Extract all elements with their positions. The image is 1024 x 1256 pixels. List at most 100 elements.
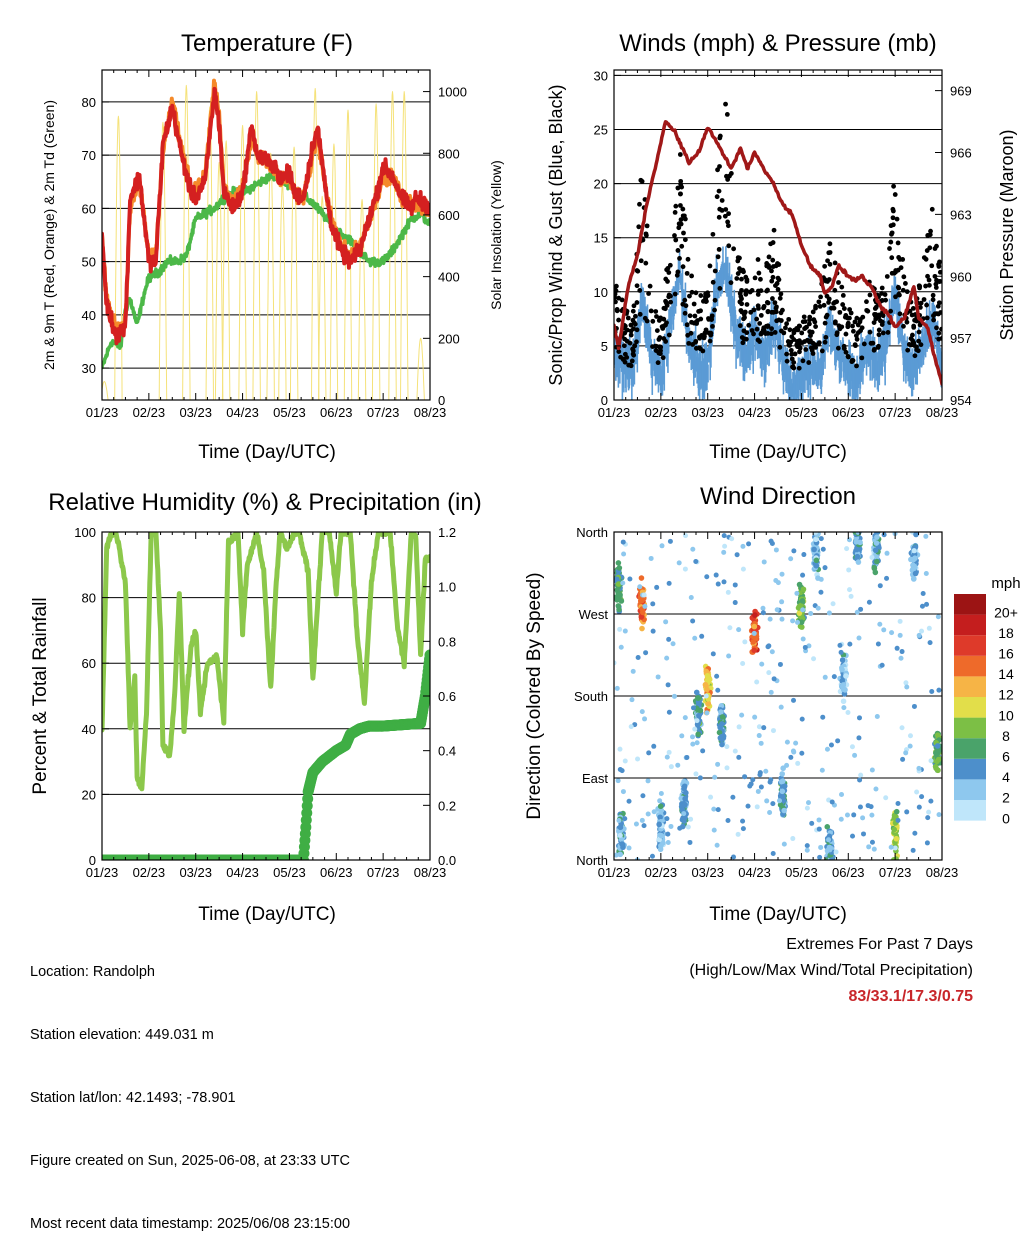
gust-point (896, 255, 902, 260)
gust-point (890, 206, 896, 212)
gust-point (924, 315, 930, 321)
direction-point (665, 839, 671, 845)
solar-insolation-line (311, 88, 320, 400)
direction-point (627, 576, 633, 582)
direction-point (715, 687, 721, 693)
gust-point (757, 339, 763, 345)
gust-point (668, 299, 674, 305)
direction-point (682, 795, 688, 802)
y-right-tick-label: 0.8 (438, 634, 456, 649)
direction-point (779, 616, 785, 622)
gust-point (689, 273, 695, 279)
x-tick-label: 01/23 (598, 405, 631, 420)
gust-point (787, 327, 793, 333)
y-right-tick-label: 400 (438, 270, 460, 285)
direction-point (651, 743, 657, 749)
direction-point (916, 804, 922, 810)
direction-point (697, 775, 703, 781)
x-tick-label: 04/23 (738, 405, 771, 420)
direction-point (691, 705, 697, 711)
direction-point (679, 733, 685, 739)
direction-point (928, 798, 934, 804)
gust-point (898, 265, 904, 271)
gust-point (791, 360, 797, 365)
direction-point (708, 794, 714, 800)
gust-point (637, 311, 643, 317)
direction-point (614, 852, 619, 858)
y-right-tick-label: 1.2 (438, 525, 456, 540)
direction-point (639, 709, 645, 715)
gust-point (734, 276, 740, 281)
gust-point (832, 320, 838, 326)
x-tick-label: 03/23 (691, 865, 724, 880)
gust-point (772, 300, 778, 306)
direction-point (874, 558, 880, 565)
gust-point (812, 319, 818, 325)
direction-point (695, 695, 701, 702)
gust-point (658, 344, 664, 350)
direction-point (759, 661, 765, 667)
gust-point (684, 322, 690, 328)
direction-point (633, 821, 639, 827)
y-right-tick-label: 954 (950, 393, 972, 408)
gust-point (628, 332, 634, 338)
gust-point (850, 358, 856, 363)
gust-point (932, 273, 938, 279)
direction-point (616, 818, 622, 824)
direction-point (818, 844, 824, 850)
gust-point (858, 328, 863, 334)
direction-point (911, 703, 917, 709)
gust-point (678, 203, 683, 208)
direction-point (838, 649, 844, 655)
direction-point (626, 798, 632, 804)
gust-point (879, 298, 885, 303)
gust-point (934, 325, 939, 331)
direction-point (799, 750, 805, 756)
gust-point (666, 332, 672, 338)
direction-point (804, 847, 810, 853)
gust-point (926, 282, 932, 288)
gust-point (634, 327, 640, 333)
solar-insolation-line (221, 140, 231, 400)
gust-point (850, 323, 855, 329)
gust-point (702, 334, 707, 339)
gust-point (795, 327, 801, 333)
direction-point (767, 616, 773, 622)
gust-point (840, 292, 846, 298)
gust-point (707, 263, 713, 269)
direction-point (912, 830, 918, 836)
gust-point (784, 358, 790, 364)
direction-point (646, 750, 652, 756)
gust-point (698, 308, 703, 314)
direction-point (658, 791, 664, 797)
gust-point (789, 351, 795, 357)
direction-point (626, 845, 632, 851)
gust-point (778, 291, 784, 297)
y-tick-label: 70 (82, 148, 96, 163)
gust-point (936, 330, 942, 336)
direction-point (635, 756, 641, 762)
direction-point (676, 560, 682, 566)
gust-point (800, 358, 806, 364)
gust-point (936, 262, 941, 267)
gust-point (714, 194, 720, 200)
gust-point (715, 167, 720, 173)
direction-point (775, 580, 781, 586)
direction-point (657, 798, 663, 804)
gust-point (654, 328, 660, 333)
direction-point (808, 610, 814, 616)
direction-point (693, 558, 699, 564)
direction-point (742, 639, 748, 645)
gust-point (737, 323, 743, 329)
direction-point (718, 736, 725, 743)
gust-point (918, 300, 924, 306)
humidity-xlabel: Time (Day/UTC) (198, 904, 336, 925)
y-right-tick-label: 600 (438, 208, 460, 223)
direction-point (666, 749, 672, 755)
gust-point (661, 305, 667, 311)
direction-point (875, 641, 881, 647)
gust-point (775, 287, 781, 292)
gust-point (685, 332, 691, 338)
gust-point (657, 351, 663, 357)
direction-point (903, 750, 909, 756)
